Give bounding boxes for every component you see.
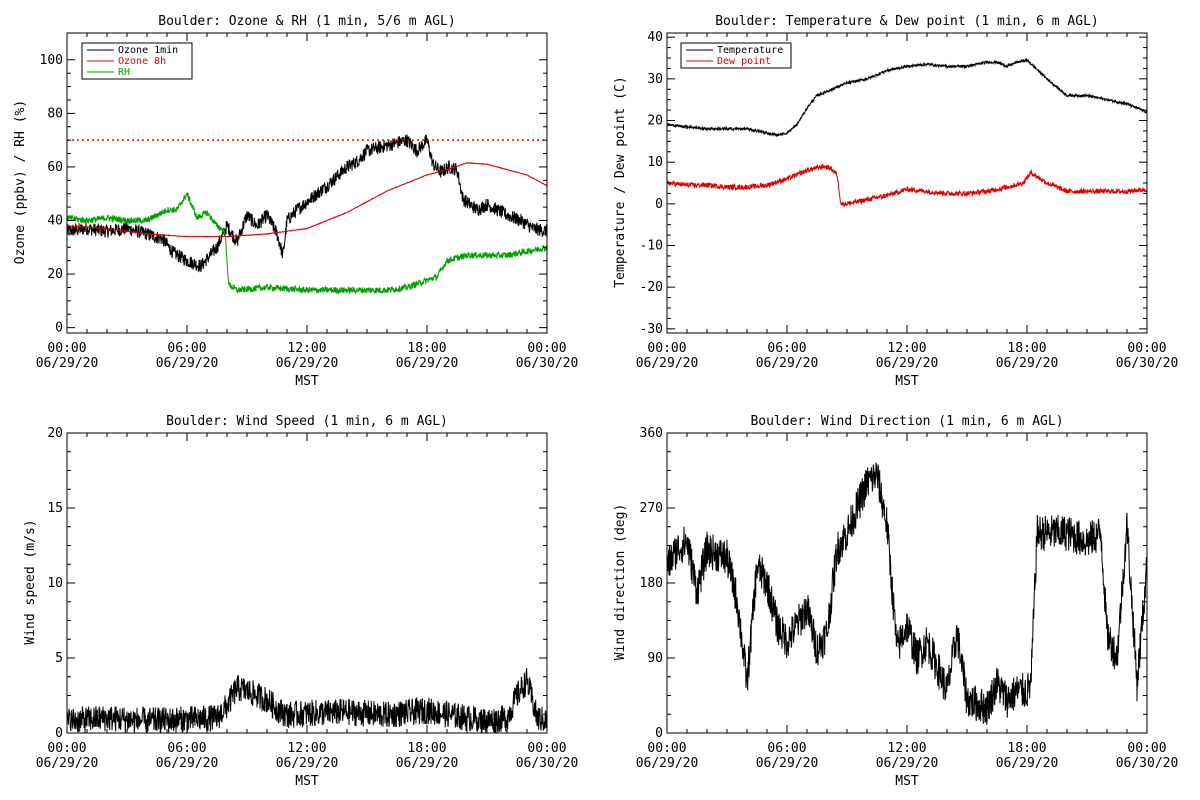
- x-axis-label: MST: [895, 374, 919, 389]
- y-axis-label: Ozone (ppbv) / RH (%): [13, 100, 28, 264]
- x-tick-label-date: 06/29/20: [876, 356, 939, 371]
- x-tick-label-date: 06/30/20: [516, 356, 579, 371]
- y-tick-label: 100: [40, 53, 63, 68]
- x-tick-label-time: 00:00: [1127, 341, 1166, 356]
- x-tick-label-date: 06/30/20: [516, 756, 579, 771]
- legend-label-dew-point: Dew point: [717, 56, 771, 67]
- legend-box: [680, 42, 792, 69]
- x-tick-label-time: 18:00: [1007, 741, 1046, 756]
- chart-title: Boulder: Temperature & Dew point (1 min,…: [715, 14, 1099, 29]
- y-tick-label: 0: [655, 197, 663, 212]
- y-tick-label: 360: [640, 426, 663, 441]
- chart-temperature-dewpoint: Boulder: Temperature & Dew point (1 min,…: [613, 14, 1178, 389]
- x-tick-label-time: 00:00: [527, 341, 566, 356]
- x-tick-label-date: 06/29/20: [636, 756, 699, 771]
- y-tick-label: 90: [647, 651, 663, 666]
- y-tick-label: 180: [640, 576, 663, 591]
- x-tick-label-time: 18:00: [407, 341, 446, 356]
- x-tick-label-time: 06:00: [767, 741, 806, 756]
- legend-label-temperature: Temperature: [717, 45, 783, 56]
- x-tick-label-time: 12:00: [887, 341, 926, 356]
- y-tick-label: 60: [47, 160, 63, 175]
- y-tick-label: -20: [640, 280, 663, 295]
- y-tick-label: 10: [647, 155, 663, 170]
- legend-label-ozone-1min: Ozone 1min: [118, 45, 178, 56]
- y-tick-label: 40: [647, 30, 663, 45]
- y-tick-label: 30: [647, 72, 663, 87]
- x-tick-label-time: 12:00: [287, 741, 326, 756]
- chart-wind-direction: Boulder: Wind Direction (1 min, 6 m AGL)…: [613, 414, 1178, 789]
- chart-title: Boulder: Wind Direction (1 min, 6 m AGL): [750, 414, 1063, 429]
- x-tick-label-date: 06/29/20: [756, 756, 819, 771]
- x-tick-label-date: 06/29/20: [636, 356, 699, 371]
- x-axis-label: MST: [895, 774, 919, 789]
- y-tick-label: 0: [55, 726, 63, 741]
- x-tick-label-date: 06/29/20: [276, 756, 339, 771]
- x-tick-label-date: 06/29/20: [36, 756, 99, 771]
- plot-frame: [666, 32, 1148, 334]
- chart-ozone-rh: Boulder: Ozone & RH (1 min, 5/6 m AGL) O…: [13, 14, 578, 389]
- plot-frame: [666, 432, 1148, 734]
- x-tick-label-time: 00:00: [527, 741, 566, 756]
- x-tick-label-time: 00:00: [647, 741, 686, 756]
- x-tick-label-date: 06/30/20: [1116, 756, 1179, 771]
- x-tick-label-date: 06/29/20: [156, 756, 219, 771]
- x-tick-label-time: 00:00: [1127, 741, 1166, 756]
- x-tick-label-time: 12:00: [887, 741, 926, 756]
- series-line-ozone-1min: [67, 134, 547, 273]
- x-tick-label-time: 06:00: [767, 341, 806, 356]
- y-tick-label: 5: [55, 651, 63, 666]
- legend-label-rh: RH: [118, 67, 130, 78]
- series-line-temperature: [667, 57, 1147, 137]
- y-tick-label: 15: [47, 501, 63, 516]
- y-tick-label: 40: [47, 214, 63, 229]
- x-tick-label-date: 06/29/20: [756, 356, 819, 371]
- series-line-ozone-8h: [67, 162, 547, 238]
- y-tick-label: 0: [655, 726, 663, 741]
- y-tick-label: 0: [55, 321, 63, 336]
- x-tick-label-date: 06/30/20: [1116, 356, 1179, 371]
- series-line-line-0: [667, 462, 1147, 725]
- y-tick-label: 20: [47, 426, 63, 441]
- x-tick-label-time: 00:00: [47, 341, 86, 356]
- x-tick-label-time: 06:00: [167, 741, 206, 756]
- x-tick-label-date: 06/29/20: [996, 756, 1059, 771]
- y-axis-label: Wind direction (deg): [613, 504, 628, 661]
- x-tick-label-date: 06/29/20: [396, 356, 459, 371]
- y-tick-label: -30: [640, 322, 663, 337]
- x-axis-label: MST: [295, 774, 319, 789]
- chart-title: Boulder: Wind Speed (1 min, 6 m AGL): [166, 414, 448, 429]
- series-line-dew-point: [667, 163, 1147, 208]
- x-tick-label-time: 00:00: [647, 341, 686, 356]
- chart-title: Boulder: Ozone & RH (1 min, 5/6 m AGL): [158, 14, 455, 29]
- y-tick-label: 270: [640, 501, 663, 516]
- x-tick-label-date: 06/29/20: [156, 356, 219, 371]
- y-tick-label: 20: [647, 114, 663, 129]
- x-tick-label-time: 12:00: [287, 341, 326, 356]
- y-tick-label: -10: [640, 239, 663, 254]
- x-tick-label-time: 00:00: [47, 741, 86, 756]
- y-tick-label: 20: [47, 267, 63, 282]
- y-axis-label: Temperature / Dew point (C): [613, 76, 628, 287]
- x-tick-label-date: 06/29/20: [996, 356, 1059, 371]
- x-tick-label-date: 06/29/20: [396, 756, 459, 771]
- x-tick-label-time: 18:00: [407, 741, 446, 756]
- series-line-rh: [67, 192, 547, 295]
- y-axis-label: Wind speed (m/s): [23, 519, 38, 644]
- x-tick-label-time: 18:00: [1007, 341, 1046, 356]
- series-line-line-0: [67, 668, 547, 733]
- x-tick-label-time: 06:00: [167, 341, 206, 356]
- chart-wind-speed: Boulder: Wind Speed (1 min, 6 m AGL) Win…: [23, 414, 578, 789]
- x-tick-label-date: 06/29/20: [276, 356, 339, 371]
- y-tick-label: 80: [47, 106, 63, 121]
- x-tick-label-date: 06/29/20: [876, 756, 939, 771]
- legend-label-ozone-8h: Ozone 8h: [118, 56, 166, 67]
- x-tick-label-date: 06/29/20: [36, 356, 99, 371]
- y-tick-label: 10: [47, 576, 63, 591]
- x-axis-label: MST: [295, 374, 319, 389]
- plot-frame: [66, 432, 548, 734]
